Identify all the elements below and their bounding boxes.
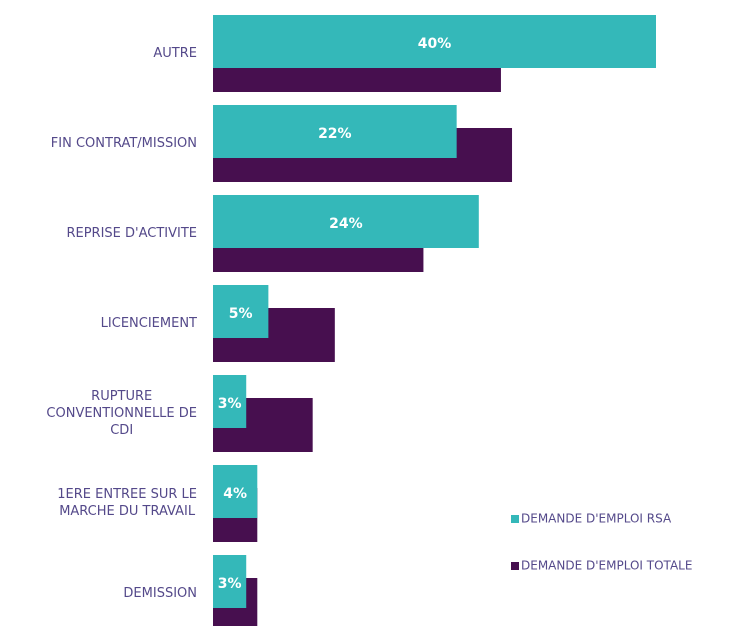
bar-rsa xyxy=(213,195,479,248)
category-text: RUPTURE CONVENTIONNELLE DE CDI xyxy=(46,388,197,438)
bar-rsa xyxy=(213,285,269,338)
category-text: 1ERE ENTREE SUR LE MARCHE DU TRAVAIL xyxy=(57,487,197,519)
category-text: LICENCIEMENT xyxy=(100,315,197,331)
category-label: LICENCIEMENT xyxy=(0,278,197,368)
category-text: AUTRE xyxy=(153,45,197,61)
category-text: FIN CONTRAT/MISSION xyxy=(50,135,197,151)
value-label: 5% xyxy=(229,306,253,322)
category-label: RUPTURE CONVENTIONNELLE DE CDI xyxy=(0,368,197,458)
value-label: 22% xyxy=(318,126,352,142)
legend-swatch xyxy=(511,562,519,570)
legend-label: DEMANDE D'EMPLOI TOTALE xyxy=(521,559,692,573)
bar-rsa xyxy=(213,555,247,608)
value-label: 3% xyxy=(218,396,242,412)
category-label: 1ERE ENTREE SUR LE MARCHE DU TRAVAIL xyxy=(0,458,197,548)
value-label: 40% xyxy=(418,36,452,52)
bar-rsa xyxy=(213,375,247,428)
category-label: DEMISSION xyxy=(0,548,197,626)
value-label: 4% xyxy=(223,486,247,502)
legend-label: DEMANDE D'EMPLOI RSA xyxy=(521,512,672,526)
category-label: FIN CONTRAT/MISSION xyxy=(0,98,197,188)
bar-rsa xyxy=(213,105,457,158)
category-label: REPRISE D'ACTIVITE xyxy=(0,188,197,278)
value-label: 3% xyxy=(218,576,242,592)
value-label: 24% xyxy=(329,216,363,232)
category-label: AUTRE xyxy=(0,8,197,98)
legend-swatch xyxy=(511,515,519,523)
bar-rsa xyxy=(213,465,258,518)
bar-rsa xyxy=(213,15,656,68)
category-text: DEMISSION xyxy=(123,585,197,601)
category-text: REPRISE D'ACTIVITE xyxy=(66,225,197,241)
